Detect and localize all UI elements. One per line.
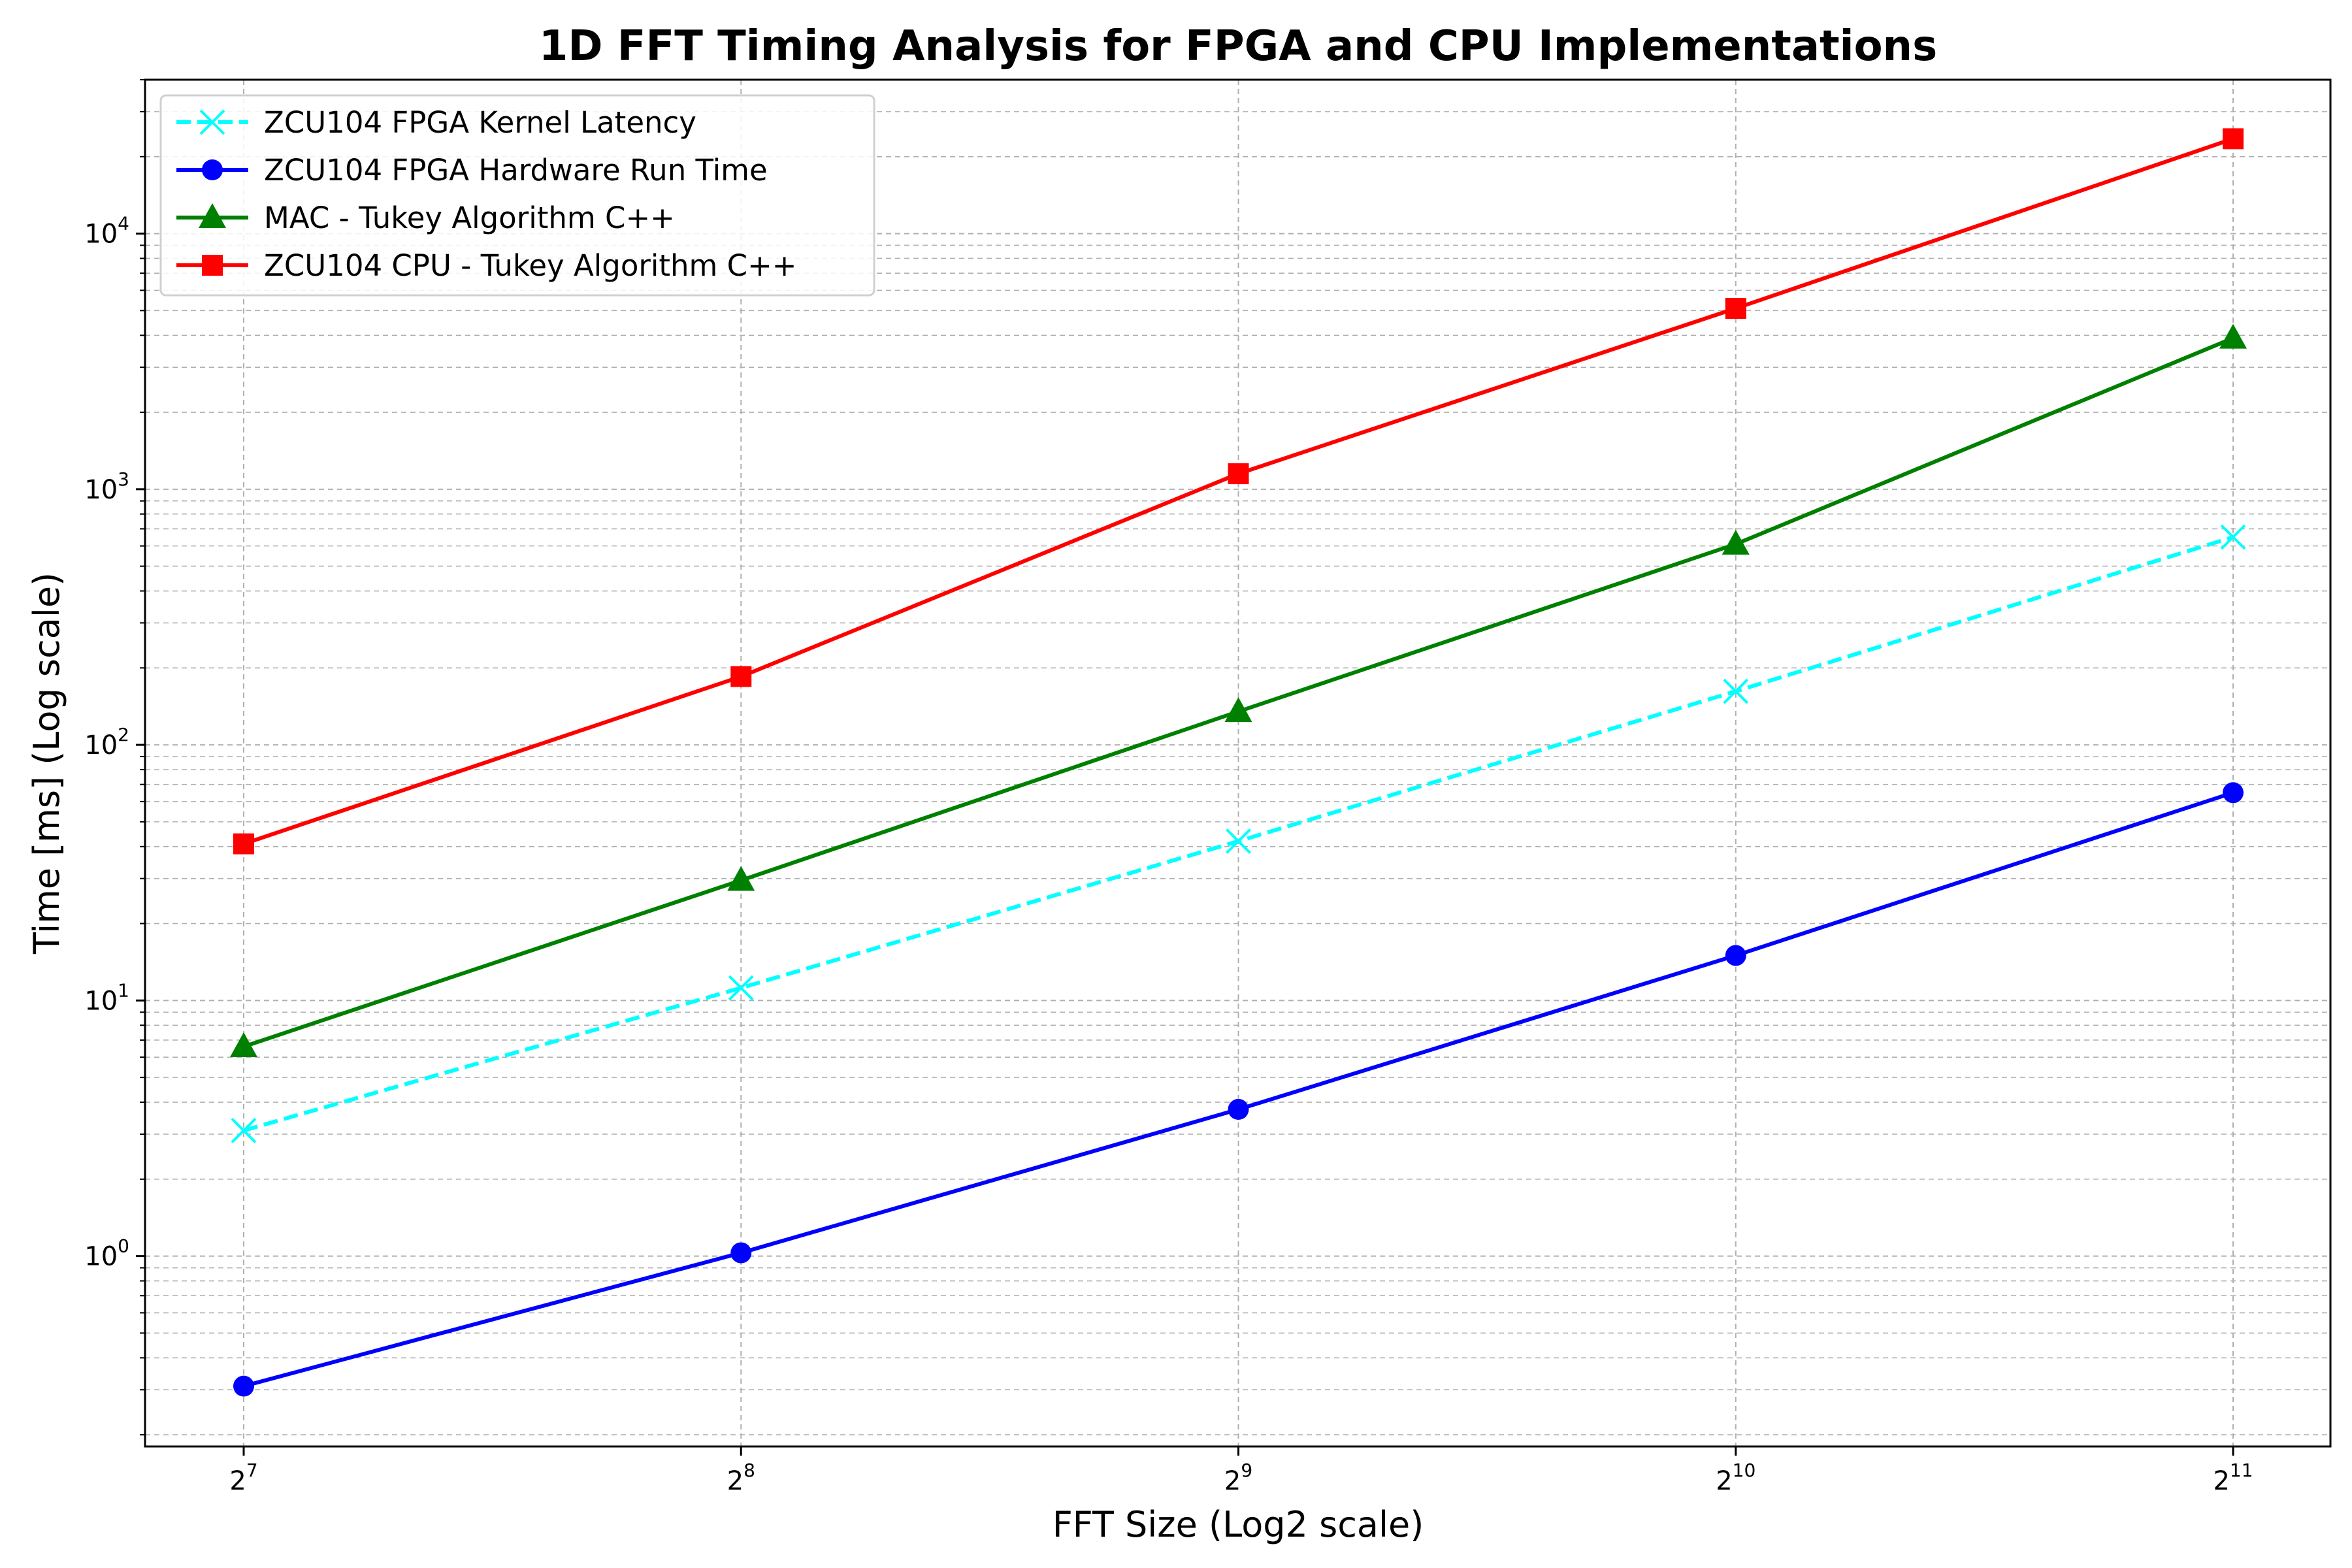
data-point [2219, 323, 2247, 349]
y-tick-label: 101 [84, 979, 129, 1016]
data-point [1224, 697, 1252, 723]
data-point [730, 1242, 752, 1264]
data-point [2223, 128, 2244, 150]
legend-marker [199, 203, 226, 228]
y-tick-label: 104 [84, 213, 129, 250]
legend-label: ZCU104 FPGA Kernel Latency [264, 105, 696, 140]
data-point [1228, 1099, 1249, 1120]
data-point [1226, 828, 1251, 854]
data-point [728, 975, 754, 1001]
legend-entry: MAC - Tukey Algorithm C++ [176, 201, 675, 235]
legend-marker [202, 159, 223, 180]
legend-label: ZCU104 CPU - Tukey Algorithm C++ [264, 248, 797, 283]
series-2 [233, 782, 2244, 1397]
data-point [1725, 297, 1746, 319]
y-tick-label: 102 [84, 724, 129, 760]
x-tick-label: 210 [1716, 1460, 1756, 1496]
legend-box [159, 94, 875, 297]
series-3 [230, 323, 2247, 1057]
x-tick-label: 29 [1224, 1460, 1252, 1496]
data-point [230, 1032, 257, 1057]
data-point [730, 666, 752, 687]
data-point [727, 866, 755, 891]
data-point [233, 1375, 254, 1397]
y-tick-label: 100 [84, 1235, 129, 1272]
y-axis-label: Time [ms] (Log scale) [26, 572, 67, 955]
x-tick-label: 27 [229, 1460, 257, 1496]
legend-marker [199, 109, 225, 135]
y-tick-label: 103 [84, 468, 129, 505]
series-4 [233, 128, 2244, 855]
legend: ZCU104 FPGA Kernel Latency ZCU104 FPGA Ha… [159, 94, 875, 297]
grid [145, 79, 2330, 1446]
series-1 [231, 524, 2246, 1143]
chart-title: 1D FFT Timing Analysis for FPGA and CPU … [539, 22, 1937, 71]
legend-entry: ZCU104 FPGA Hardware Run Time [176, 153, 768, 188]
x-axis-label: FFT Size (Log2 scale) [1053, 1504, 1424, 1545]
x-tick-label: 211 [2213, 1460, 2253, 1496]
data-point [233, 833, 254, 855]
data-point [1723, 678, 1749, 704]
data-point [1722, 529, 1750, 555]
data-point [2220, 524, 2246, 550]
x-tick-label: 28 [727, 1460, 755, 1496]
legend-marker [202, 255, 223, 276]
legend-entry: ZCU104 CPU - Tukey Algorithm C++ [176, 248, 797, 283]
series-layer [230, 128, 2247, 1397]
legend-label: MAC - Tukey Algorithm C++ [264, 201, 675, 235]
data-point [1228, 463, 1249, 485]
data-point [1725, 945, 1746, 966]
data-point [231, 1117, 257, 1143]
data-point [2223, 782, 2244, 804]
legend-label: ZCU104 FPGA Hardware Run Time [264, 153, 768, 188]
legend-entry: ZCU104 FPGA Kernel Latency [176, 105, 696, 140]
axis-ticks: 27 28 29 210 211 100 101 102 103 104 [84, 79, 2253, 1496]
